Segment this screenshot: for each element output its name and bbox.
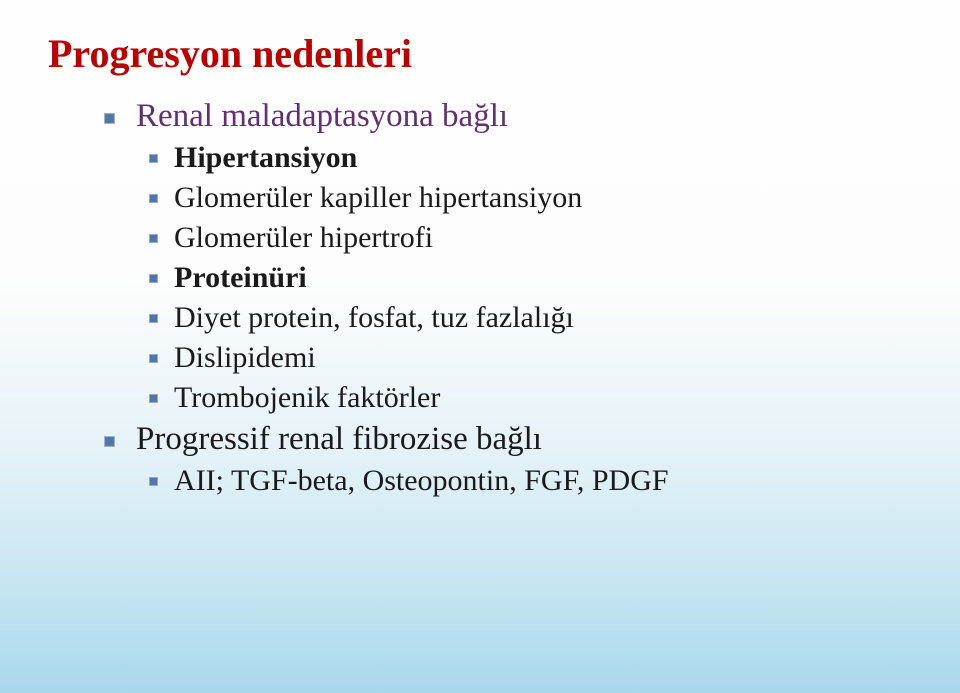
bullet-icon — [146, 271, 160, 285]
bullet-icon — [146, 351, 160, 365]
item-text: Glomerüler kapiller hipertansiyon — [174, 181, 582, 215]
slide-title: Progresyon nedenleri — [48, 30, 412, 77]
bullet-icon — [100, 109, 118, 127]
item-text: AII; TGF-beta, Osteopontin, FGF, PDGF — [174, 464, 669, 498]
item-text: Trombojenik faktörler — [174, 381, 440, 415]
bullet-icon — [146, 311, 160, 325]
bullet-icon — [100, 432, 118, 450]
bullet-icon — [146, 391, 160, 405]
list-item: Trombojenik faktörler — [146, 381, 920, 415]
list-item: Progressif renal fibrozise bağlı — [100, 421, 920, 458]
slide-content: Renal maladaptasyona bağlı Hipertansiyon… — [100, 96, 920, 504]
list-item: Hipertansiyon — [146, 141, 920, 175]
item-text: Glomerüler hipertrofi — [174, 221, 433, 255]
list-item: Proteinüri — [146, 261, 920, 295]
list-item: Renal maladaptasyona bağlı — [100, 98, 920, 135]
bullet-icon — [146, 151, 160, 165]
list-item: Glomerüler hipertrofi — [146, 221, 920, 255]
item-text: Renal maladaptasyona bağlı — [136, 98, 508, 135]
bullet-icon — [146, 231, 160, 245]
item-text: Proteinüri — [174, 261, 307, 295]
bullet-icon — [146, 191, 160, 205]
list-item: Dislipidemi — [146, 341, 920, 375]
item-text: Progressif renal fibrozise bağlı — [136, 421, 542, 458]
item-text: Diyet protein, fosfat, tuz fazlalığı — [174, 301, 574, 335]
item-text: Dislipidemi — [174, 341, 316, 375]
item-text: Hipertansiyon — [174, 141, 357, 175]
list-item: AII; TGF-beta, Osteopontin, FGF, PDGF — [146, 464, 920, 498]
list-item: Diyet protein, fosfat, tuz fazlalığı — [146, 301, 920, 335]
bullet-icon — [146, 474, 160, 488]
list-item: Glomerüler kapiller hipertansiyon — [146, 181, 920, 215]
